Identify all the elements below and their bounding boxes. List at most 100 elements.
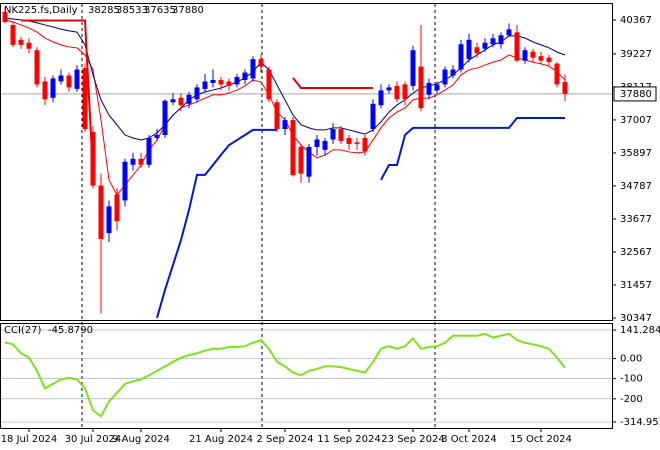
candle-body bbox=[394, 85, 400, 100]
y-tick-label: 31457 bbox=[620, 280, 652, 291]
x-tick-label: 21 Aug 2024 bbox=[189, 434, 253, 445]
candle-body bbox=[50, 78, 56, 98]
candle-body bbox=[162, 100, 168, 135]
candle-body bbox=[402, 84, 408, 100]
candle-body bbox=[266, 69, 272, 100]
ohlc-close: 37880 bbox=[172, 5, 204, 16]
candle-body bbox=[90, 132, 96, 186]
y-tick-label: 40367 bbox=[620, 15, 652, 26]
candle-body bbox=[458, 44, 464, 70]
y-tick-label: 37007 bbox=[620, 115, 652, 126]
candle-body bbox=[434, 84, 440, 91]
x-tick-label: 23 Sep 2024 bbox=[381, 434, 444, 445]
last-price-label: 37880 bbox=[620, 89, 652, 100]
candle-body bbox=[306, 146, 312, 177]
candle-body bbox=[170, 99, 176, 103]
candle-body bbox=[74, 69, 80, 89]
y-tick-label: -314.9534 bbox=[620, 417, 660, 428]
y-tick-label: 0.00 bbox=[620, 353, 642, 364]
candle-body bbox=[250, 59, 256, 79]
candle-body bbox=[202, 81, 208, 89]
candle-body bbox=[386, 87, 392, 91]
candle-body bbox=[226, 81, 232, 86]
y-tick-label: 33677 bbox=[620, 214, 652, 225]
y-tick-label: 35897 bbox=[620, 148, 652, 159]
y-tick-label: 30347 bbox=[620, 313, 652, 324]
candle-body bbox=[18, 39, 24, 45]
candle-body bbox=[426, 82, 432, 95]
candle-body bbox=[2, 11, 8, 22]
candle-body bbox=[322, 140, 328, 150]
indicator-line bbox=[156, 128, 277, 319]
y-tick-label: 32567 bbox=[620, 247, 652, 258]
y-tick-label: -100 bbox=[620, 374, 643, 385]
indicator-line bbox=[21, 19, 94, 174]
ohlc-high: 38533 bbox=[116, 5, 148, 16]
y-tick-label: -200 bbox=[620, 394, 643, 405]
candle-body bbox=[330, 129, 336, 140]
candle-body bbox=[234, 76, 240, 85]
candle-body bbox=[130, 158, 136, 165]
candle-body bbox=[522, 50, 528, 61]
candle-body bbox=[362, 137, 368, 152]
x-tick-label: 11 Sep 2024 bbox=[317, 434, 380, 445]
x-tick-label: 15 Oct 2024 bbox=[510, 434, 572, 445]
candle-body bbox=[338, 129, 344, 141]
candle-body bbox=[410, 50, 416, 86]
candle-body bbox=[498, 35, 504, 45]
candle-body bbox=[114, 194, 120, 222]
candle-body bbox=[418, 66, 424, 109]
candle-body bbox=[378, 90, 384, 106]
cci-line bbox=[4, 332, 566, 418]
x-tick-label: 9 Aug 2024 bbox=[112, 434, 170, 445]
candle-body bbox=[474, 47, 480, 54]
candle-body bbox=[58, 75, 64, 82]
cci-panel-frame bbox=[0, 323, 613, 429]
candle-body bbox=[554, 63, 560, 85]
candle-body bbox=[514, 32, 520, 61]
candle-body bbox=[530, 51, 536, 58]
candle-body bbox=[370, 103, 376, 130]
candle-body bbox=[562, 81, 568, 94]
candle-body bbox=[186, 94, 192, 104]
candle-body bbox=[122, 161, 128, 201]
x-tick-label: 30 Jul 2024 bbox=[65, 434, 122, 445]
candle-body bbox=[66, 75, 72, 88]
x-tick-label: 18 Jul 2024 bbox=[1, 434, 58, 445]
y-tick-label: 141.2847 bbox=[620, 325, 660, 336]
indicator-line bbox=[380, 117, 565, 181]
cci-title: CCI(27) bbox=[4, 325, 42, 336]
candle-body bbox=[138, 158, 144, 165]
y-tick-label: 34787 bbox=[620, 181, 652, 192]
candle-body bbox=[346, 137, 352, 144]
candle-body bbox=[154, 134, 160, 138]
candle-body bbox=[10, 24, 16, 45]
indicator-line bbox=[4, 17, 566, 141]
candle-body bbox=[98, 185, 104, 240]
candle-body bbox=[466, 39, 472, 60]
ohlc-open: 38285 bbox=[88, 5, 120, 16]
candle-body bbox=[546, 57, 552, 63]
candle-body bbox=[106, 206, 112, 234]
candle-body bbox=[258, 59, 264, 67]
cci-last-value: -45.8790 bbox=[48, 325, 93, 336]
candle-body bbox=[82, 68, 88, 130]
x-tick-label: 2 Sep 2024 bbox=[256, 434, 313, 445]
y-tick-label: 39227 bbox=[620, 49, 652, 60]
x-tick-label: 3 Oct 2024 bbox=[441, 434, 496, 445]
candle-body bbox=[34, 50, 40, 85]
candle-body bbox=[298, 146, 304, 174]
candle-body bbox=[210, 79, 216, 83]
candle-body bbox=[538, 56, 544, 61]
candle-body bbox=[26, 42, 32, 49]
candle-body bbox=[146, 137, 152, 165]
price-panel-frame bbox=[0, 3, 613, 321]
candle-body bbox=[218, 79, 224, 85]
candle-body bbox=[42, 81, 48, 100]
candle-body bbox=[314, 139, 320, 147]
candle-body bbox=[274, 102, 280, 130]
candle-body bbox=[178, 97, 184, 106]
candle-body bbox=[506, 29, 512, 36]
ohlc-low: 37635 bbox=[144, 5, 176, 16]
